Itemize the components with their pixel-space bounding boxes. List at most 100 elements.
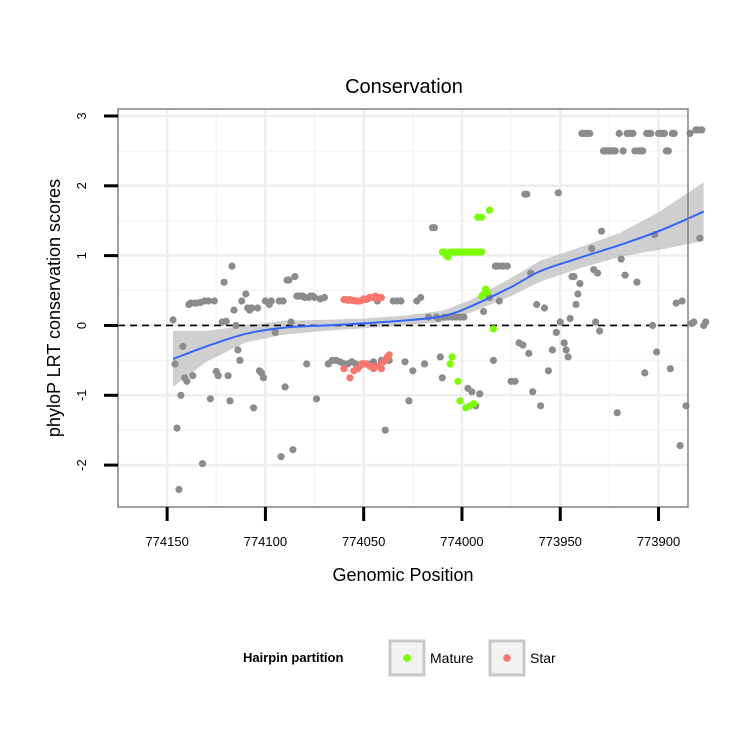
data-point xyxy=(615,129,623,137)
plot-border xyxy=(117,108,689,508)
data-point xyxy=(291,273,299,281)
data-point xyxy=(289,446,297,454)
x-tick-label: 774000 xyxy=(440,534,483,549)
data-point xyxy=(320,293,328,302)
data-point xyxy=(478,248,486,256)
data-point xyxy=(572,300,580,309)
data-point xyxy=(678,297,686,305)
data-point xyxy=(576,280,584,288)
data-point xyxy=(552,328,560,336)
y-tick-label: -2 xyxy=(74,459,89,471)
data-point xyxy=(629,129,637,137)
data-point xyxy=(267,297,275,305)
x-axis-label: Genomic Position xyxy=(332,565,473,585)
data-point xyxy=(666,365,674,373)
data-point xyxy=(236,356,244,364)
data-point xyxy=(495,297,503,305)
data-point xyxy=(523,190,531,198)
data-point xyxy=(633,278,641,286)
data-point xyxy=(639,147,647,155)
data-point xyxy=(179,342,187,350)
x-tick-label: 774150 xyxy=(145,534,188,549)
data-point xyxy=(381,426,389,434)
series-mature xyxy=(438,206,497,412)
data-point xyxy=(206,395,214,403)
data-point xyxy=(248,304,256,312)
series-star xyxy=(340,292,393,382)
data-point xyxy=(287,318,295,326)
data-point xyxy=(204,297,212,305)
data-point xyxy=(560,339,568,347)
data-point xyxy=(540,304,549,312)
data-point xyxy=(198,460,207,468)
x-tick-label: 773900 xyxy=(637,534,680,549)
data-point xyxy=(537,402,545,410)
data-point xyxy=(421,360,429,368)
data-point xyxy=(183,377,191,385)
plot-panel xyxy=(118,109,688,507)
data-point xyxy=(173,424,181,432)
data-point xyxy=(483,288,492,296)
data-point xyxy=(340,365,348,373)
data-point xyxy=(544,367,553,375)
data-point xyxy=(169,316,177,324)
data-point xyxy=(664,147,672,155)
data-point xyxy=(566,314,574,323)
data-point xyxy=(259,374,267,382)
data-point xyxy=(702,318,710,326)
y-tick-label: 2 xyxy=(74,182,89,189)
data-point xyxy=(401,358,409,366)
data-point xyxy=(503,262,511,270)
data-point xyxy=(230,306,238,314)
data-point xyxy=(489,325,497,333)
data-point xyxy=(597,227,606,235)
data-point xyxy=(660,129,669,137)
data-point xyxy=(226,397,234,405)
x-tick-label: 774100 xyxy=(244,534,287,549)
data-point xyxy=(254,304,262,312)
data-point xyxy=(476,390,484,398)
legend: Hairpin partition Mature Star xyxy=(243,639,556,677)
data-point xyxy=(649,321,657,330)
data-point xyxy=(177,391,185,399)
data-point xyxy=(175,485,183,494)
data-point xyxy=(285,276,293,284)
smooth-line-layer xyxy=(172,210,705,360)
y-tick-label: 0 xyxy=(74,322,89,329)
data-point xyxy=(222,317,230,325)
data-point xyxy=(690,318,698,326)
data-point xyxy=(224,372,232,380)
data-point xyxy=(430,224,438,232)
data-point xyxy=(698,126,706,134)
data-point xyxy=(641,369,649,377)
data-point xyxy=(485,206,494,214)
smooth-fit-line xyxy=(172,210,705,360)
data-point xyxy=(676,442,684,450)
data-point xyxy=(417,293,425,302)
data-point xyxy=(529,388,537,396)
data-point xyxy=(210,297,218,305)
data-point xyxy=(456,397,464,405)
data-point xyxy=(436,353,444,361)
data-point xyxy=(438,374,446,382)
data-point xyxy=(232,321,240,330)
data-point xyxy=(554,189,562,197)
x-tick-label: 773950 xyxy=(539,534,582,549)
data-point xyxy=(619,147,627,155)
data-point xyxy=(672,299,680,307)
y-tick-label: -1 xyxy=(74,389,89,401)
data-point xyxy=(385,351,393,359)
data-point xyxy=(511,377,519,385)
data-point xyxy=(574,290,582,298)
data-point xyxy=(470,400,478,408)
data-point xyxy=(647,129,655,137)
data-point xyxy=(228,262,236,270)
data-point xyxy=(596,327,604,335)
data-point xyxy=(377,365,385,373)
data-point xyxy=(220,278,228,286)
x-tick-label: 774050 xyxy=(342,534,385,549)
data-point xyxy=(454,377,462,385)
data-point xyxy=(354,365,362,373)
data-point xyxy=(613,409,621,417)
data-point xyxy=(234,346,242,354)
